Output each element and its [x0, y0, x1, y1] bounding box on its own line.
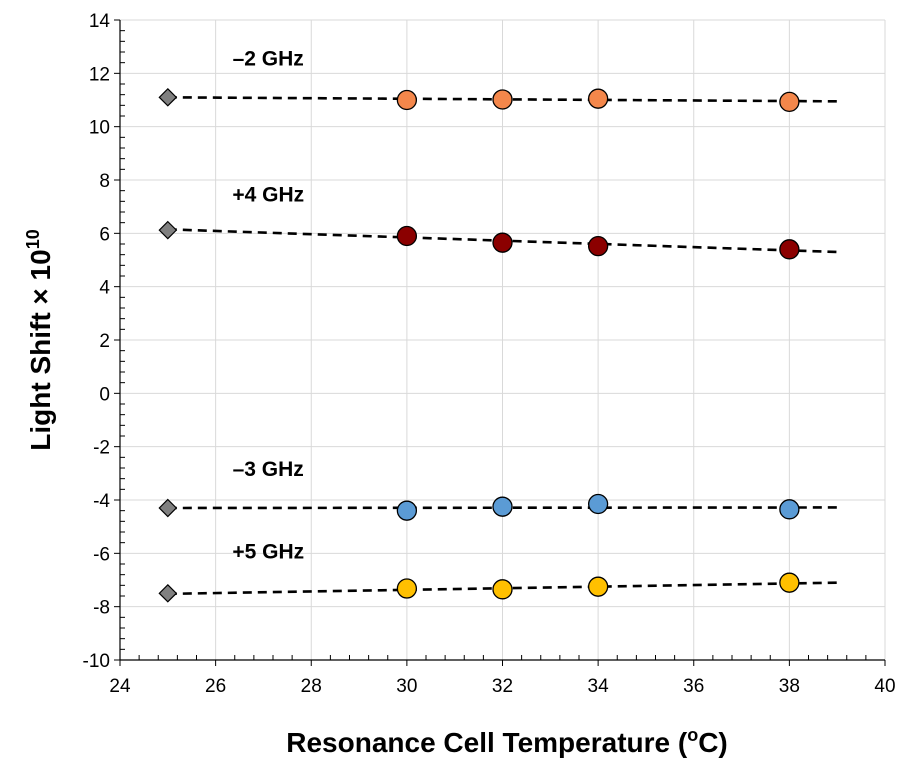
x-tick-label: 26	[205, 676, 226, 697]
x-tick-label: 34	[588, 676, 610, 697]
x-tick-label: 24	[109, 676, 131, 697]
x-tick-label: 40	[874, 676, 895, 697]
y-tick-label: 10	[89, 118, 110, 139]
y-tick-label: 0	[99, 384, 110, 405]
y-tick-label: -6	[93, 544, 110, 565]
data-point	[587, 235, 609, 257]
data-point	[396, 500, 418, 521]
data-point	[396, 89, 418, 111]
fit-point-marker	[158, 220, 178, 240]
data-point	[587, 88, 609, 109]
y-tick-label: 6	[99, 224, 110, 245]
fit-point-marker	[158, 583, 178, 603]
data-markers	[158, 87, 800, 603]
data-point	[492, 579, 513, 600]
data-point	[779, 572, 800, 593]
data-point	[779, 239, 800, 260]
y-tick-label: 14	[89, 11, 111, 32]
y-tick-label: 12	[89, 64, 110, 85]
y-axis-title: Light Shift × 1010	[23, 229, 56, 451]
x-tick-label: 28	[301, 676, 322, 697]
x-tick-label: 30	[396, 676, 417, 697]
data-point	[587, 576, 609, 597]
fit-point-marker	[158, 87, 178, 107]
series-labels: –2 GHz +4 GHz –3 GHz +5 GHz	[232, 47, 304, 563]
data-point	[396, 578, 418, 599]
data-point	[779, 499, 800, 520]
data-point	[492, 496, 513, 517]
y-tick-label: -2	[93, 438, 110, 459]
data-point	[587, 493, 609, 515]
fit-point-marker	[158, 498, 178, 518]
y-tick-label: 8	[99, 171, 110, 192]
series-label: –3 GHz	[233, 458, 304, 481]
x-axis-title: Resonance Cell Temperature (oC)	[286, 725, 728, 758]
x-tick-label: 36	[683, 676, 704, 697]
y-tick-label: 2	[99, 331, 110, 352]
data-point	[492, 89, 513, 110]
y-tick-label: -4	[93, 491, 110, 512]
x-tick-label: 38	[779, 676, 800, 697]
y-tick-label: 4	[99, 278, 110, 299]
series-label: –2 GHz	[233, 47, 304, 70]
grid	[119, 19, 886, 661]
y-tick-label: -10	[83, 651, 110, 672]
y-tick-label: -8	[93, 598, 110, 619]
data-point	[396, 225, 418, 247]
data-point	[779, 91, 800, 113]
x-tick-label: 32	[492, 676, 513, 697]
series-label: +5 GHz	[232, 541, 304, 564]
series-label: +4 GHz	[232, 183, 304, 206]
data-point	[492, 232, 513, 253]
